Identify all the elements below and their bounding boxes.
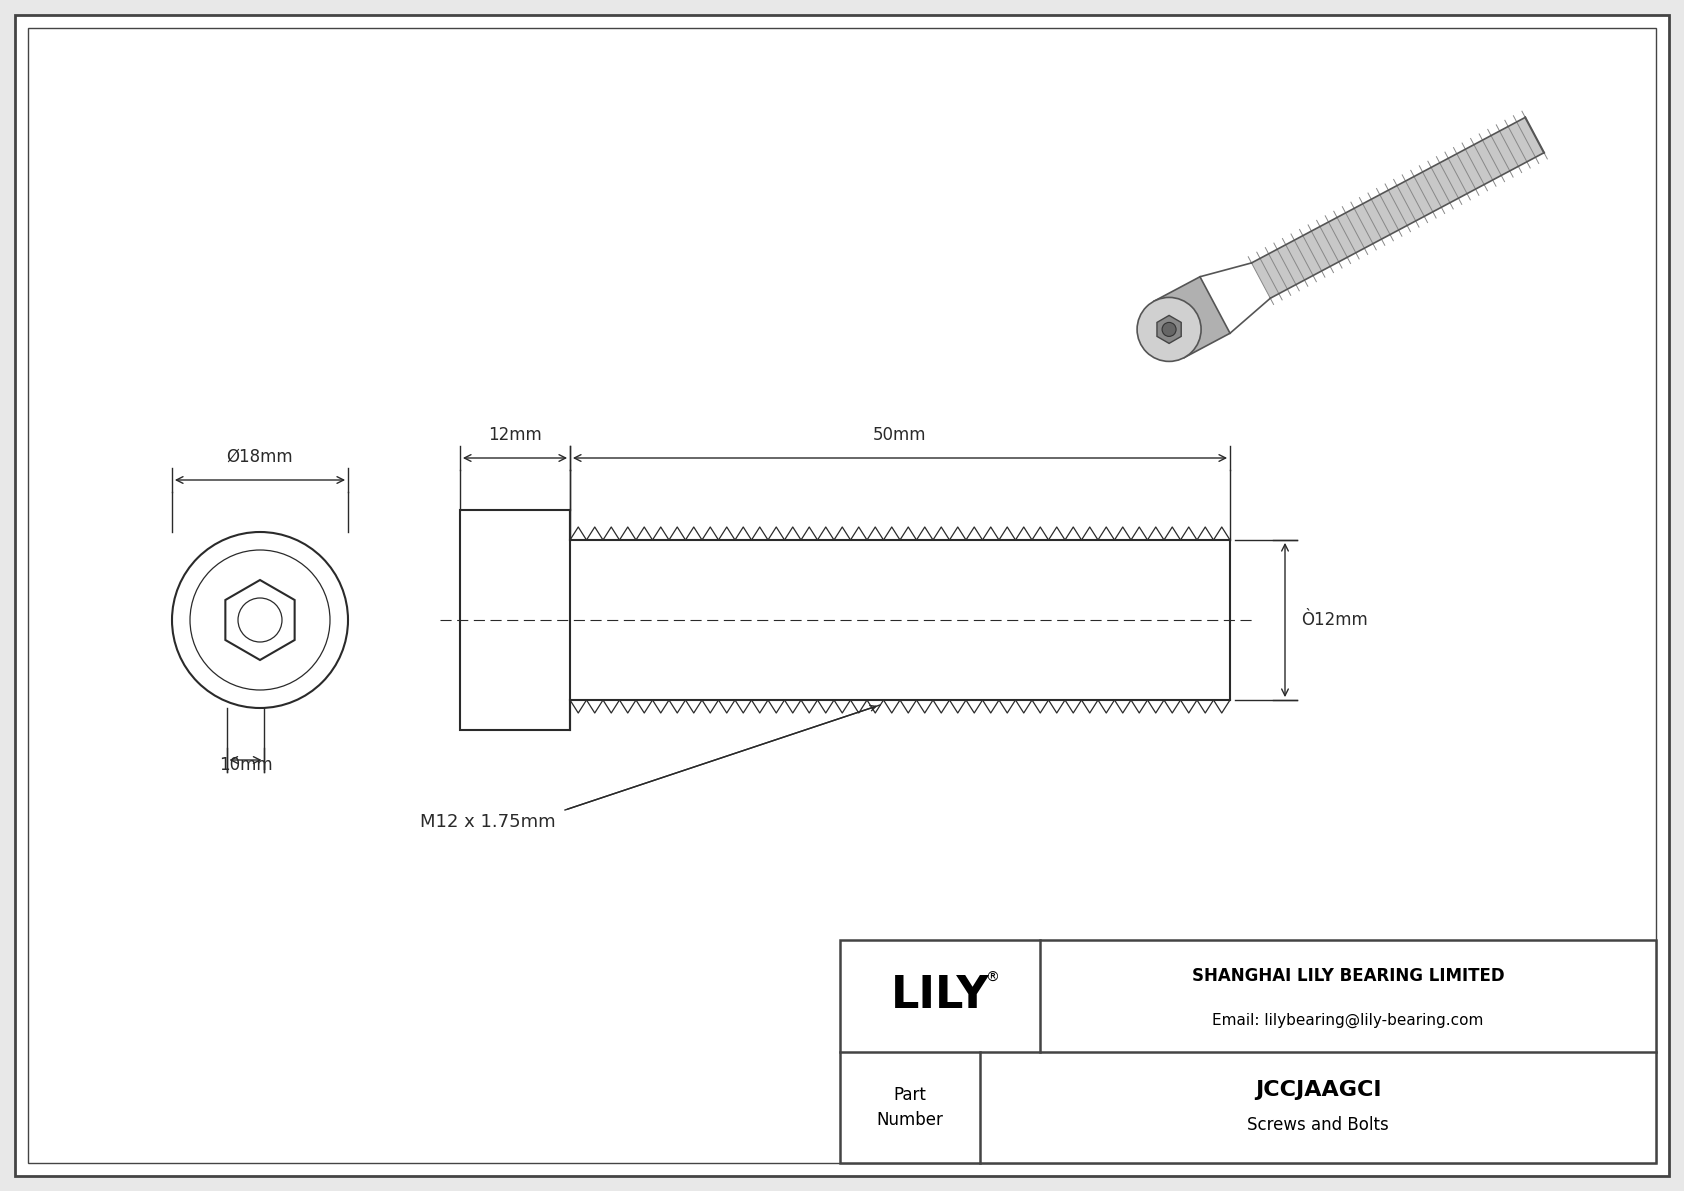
Text: LILY: LILY xyxy=(891,974,989,1017)
Text: 50mm: 50mm xyxy=(874,426,926,444)
Polygon shape xyxy=(1154,276,1229,357)
Text: Part
Number: Part Number xyxy=(877,1086,943,1129)
Polygon shape xyxy=(1157,316,1180,343)
Circle shape xyxy=(1162,323,1175,336)
Polygon shape xyxy=(1251,118,1544,298)
Ellipse shape xyxy=(1137,298,1201,361)
Text: JCCJAAGCI: JCCJAAGCI xyxy=(1255,1079,1381,1099)
Bar xyxy=(460,510,569,730)
Text: 10mm: 10mm xyxy=(219,756,273,774)
Text: 12mm: 12mm xyxy=(488,426,542,444)
Text: Ò12mm: Ò12mm xyxy=(1302,611,1367,629)
Text: M12 x 1.75mm: M12 x 1.75mm xyxy=(419,813,556,831)
Bar xyxy=(840,940,1655,1162)
Text: Ø18mm: Ø18mm xyxy=(227,448,293,466)
Text: Screws and Bolts: Screws and Bolts xyxy=(1248,1116,1389,1135)
Text: SHANGHAI LILY BEARING LIMITED: SHANGHAI LILY BEARING LIMITED xyxy=(1192,967,1504,985)
Text: Email: lilybearing@lily-bearing.com: Email: lilybearing@lily-bearing.com xyxy=(1212,1014,1484,1028)
Text: ®: ® xyxy=(985,971,999,985)
